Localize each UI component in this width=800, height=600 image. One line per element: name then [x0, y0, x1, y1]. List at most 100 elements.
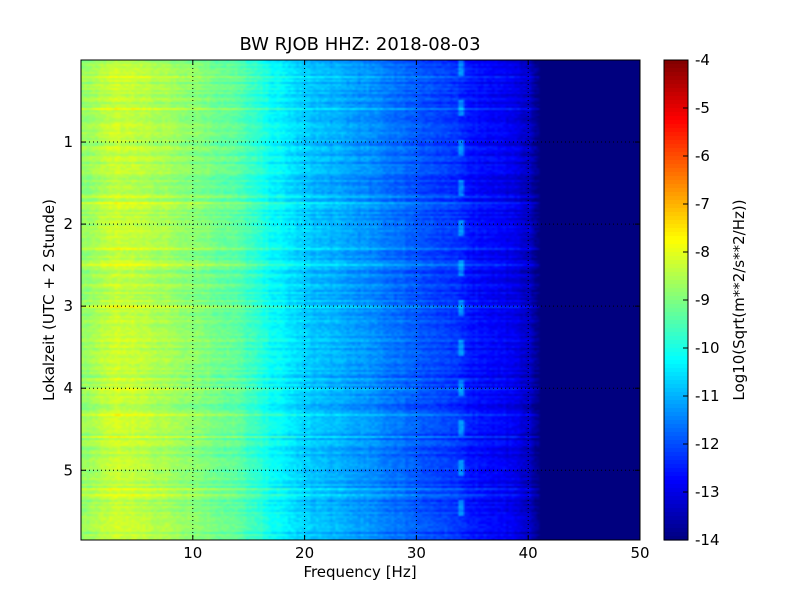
colorbar-segment — [664, 428, 688, 433]
colorbar-segment — [664, 368, 688, 373]
colorbar-segment — [664, 236, 688, 241]
colorbar-segment — [664, 484, 688, 489]
colorbar-segment — [664, 460, 688, 465]
colorbar-tick-label: -4 — [695, 51, 710, 69]
colorbar-segment — [664, 84, 688, 89]
spectrogram-heatmap — [81, 60, 640, 540]
colorbar-segment — [664, 60, 688, 65]
colorbar-segment — [664, 492, 688, 497]
colorbar-tick-label: -8 — [695, 243, 710, 261]
colorbar-segment — [664, 168, 688, 173]
colorbar-tick-label: -7 — [695, 195, 710, 213]
colorbar-segment — [664, 152, 688, 157]
colorbar-segment — [664, 220, 688, 225]
colorbar-segment — [664, 272, 688, 277]
colorbar-segment — [664, 108, 688, 113]
colorbar-segment — [664, 340, 688, 345]
colorbar-segment — [664, 184, 688, 189]
colorbar-segment — [664, 348, 688, 353]
colorbar-segment — [664, 324, 688, 329]
colorbar-segment — [664, 404, 688, 409]
colorbar-segment — [664, 136, 688, 141]
colorbar-segment — [664, 204, 688, 209]
colorbar-segment — [664, 240, 688, 245]
colorbar-segment — [664, 100, 688, 105]
colorbar-segment — [664, 188, 688, 193]
colorbar-tick-label: -14 — [695, 531, 720, 549]
colorbar-segment — [664, 156, 688, 161]
y-tick-label: 5 — [63, 461, 73, 479]
colorbar-segment — [664, 68, 688, 73]
x-tick-label: 40 — [519, 544, 538, 562]
colorbar-segment — [664, 352, 688, 357]
colorbar-segment — [664, 412, 688, 417]
colorbar-segment — [664, 536, 688, 541]
grid-lines — [81, 60, 640, 540]
colorbar-tick-label: -9 — [695, 291, 710, 309]
colorbar-segment — [664, 528, 688, 533]
colorbar-segment — [664, 140, 688, 145]
colorbar-segment — [664, 196, 688, 201]
colorbar-segment — [664, 508, 688, 513]
x-axis-ticks: 10 20 30 40 50 — [183, 60, 650, 562]
colorbar-segment — [664, 376, 688, 381]
colorbar-segment — [664, 300, 688, 305]
colorbar-segment — [664, 192, 688, 197]
colorbar-segment — [664, 72, 688, 77]
colorbar-segment — [664, 388, 688, 393]
colorbar-segment — [664, 80, 688, 85]
x-tick-label: 10 — [183, 544, 202, 562]
colorbar-segment — [664, 284, 688, 289]
colorbar-segment — [664, 472, 688, 477]
x-tick-label: 20 — [295, 544, 314, 562]
colorbar-segment — [664, 276, 688, 281]
x-axis-label: Frequency [Hz] — [303, 563, 416, 581]
x-tick-label: 30 — [407, 544, 426, 562]
colorbar-segment — [664, 500, 688, 505]
colorbar-segment — [664, 476, 688, 481]
x-tick-label: 50 — [630, 544, 649, 562]
colorbar-segment — [664, 144, 688, 149]
colorbar-segment — [664, 252, 688, 257]
colorbar-segment — [664, 444, 688, 449]
colorbar-segment — [664, 396, 688, 401]
colorbar-segment — [664, 336, 688, 341]
colorbar-segment — [664, 516, 688, 521]
colorbar-segment — [664, 488, 688, 493]
colorbar-segment — [664, 176, 688, 181]
y-tick-label: 1 — [63, 133, 73, 151]
colorbar-segment — [664, 356, 688, 361]
colorbar-segment — [664, 104, 688, 109]
colorbar-segment — [664, 424, 688, 429]
colorbar-segment — [664, 120, 688, 125]
colorbar-segment — [664, 304, 688, 309]
colorbar-segment — [664, 532, 688, 537]
colorbar-segment — [664, 436, 688, 441]
colorbar-segment — [664, 248, 688, 253]
colorbar-tick-label: -12 — [695, 435, 720, 453]
colorbar-segment — [664, 232, 688, 237]
colorbar-segment — [664, 308, 688, 313]
colorbar-segment — [664, 384, 688, 389]
colorbar-segment — [664, 208, 688, 213]
plot-frame — [80, 59, 641, 541]
y-tick-label: 3 — [63, 297, 73, 315]
colorbar-segment — [664, 344, 688, 349]
colorbar-segment — [664, 360, 688, 365]
colorbar-segment — [664, 88, 688, 93]
colorbar-segment — [664, 200, 688, 205]
colorbar-segment — [664, 224, 688, 229]
colorbar-tick-label: -5 — [695, 99, 710, 117]
colorbar-segment — [664, 316, 688, 321]
y-axis-label: Lokalzeit (UTC + 2 Stunde) — [40, 199, 58, 401]
spectrogram-cells — [81, 60, 640, 540]
colorbar-segment — [664, 128, 688, 133]
colorbar-segment — [664, 296, 688, 301]
colorbar-segment — [664, 148, 688, 153]
colorbar-tick-label: -6 — [695, 147, 710, 165]
colorbar-segment — [664, 260, 688, 265]
colorbar-segment — [664, 96, 688, 101]
colorbar-tick-label: -11 — [695, 387, 720, 405]
colorbar-segment — [664, 524, 688, 529]
